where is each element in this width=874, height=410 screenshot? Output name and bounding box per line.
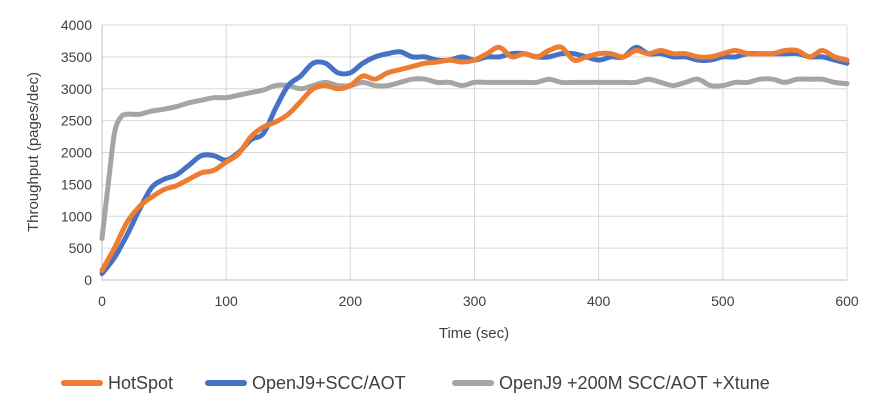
x-tick-label: 300: [463, 293, 487, 309]
x-tick-label: 200: [339, 293, 363, 309]
y-tick-label: 500: [69, 240, 93, 256]
series-line-0: [99, 44, 850, 273]
x-axis-title: Time (sec): [439, 325, 509, 342]
y-tick-label: 3500: [61, 49, 92, 65]
y-tick-label: 2500: [61, 113, 92, 129]
y-tick-label: 1500: [61, 176, 92, 192]
series-line-2: [99, 76, 850, 242]
y-axis-title: Throughput (pages/dec): [25, 72, 42, 232]
x-tick-label: 400: [587, 293, 611, 309]
legend-label: OpenJ9 +200M SCC/AOT +Xtune: [499, 373, 770, 393]
legend: HotSpot OpenJ9+SCC/AOT OpenJ9 +200M SCC/AO…: [61, 373, 770, 393]
tick-labels: 0 500 1000 1500 2000 2500 3000 3500 4000 0 100 200 3…: [61, 17, 859, 309]
y-tick-label: 2000: [61, 145, 92, 161]
y-tick-label: 0: [84, 272, 92, 288]
legend-label: HotSpot: [108, 373, 173, 393]
legend-label: OpenJ9+SCC/AOT: [252, 373, 406, 393]
x-tick-label: 600: [835, 293, 859, 309]
x-tick-label: 500: [711, 293, 735, 309]
x-tick-label: 0: [98, 293, 106, 309]
y-tick-label: 3000: [61, 81, 92, 97]
y-tick-label: 1000: [61, 208, 92, 224]
x-tick-label: 100: [214, 293, 238, 309]
series-lines: [99, 44, 850, 277]
y-tick-label: 4000: [61, 17, 92, 33]
